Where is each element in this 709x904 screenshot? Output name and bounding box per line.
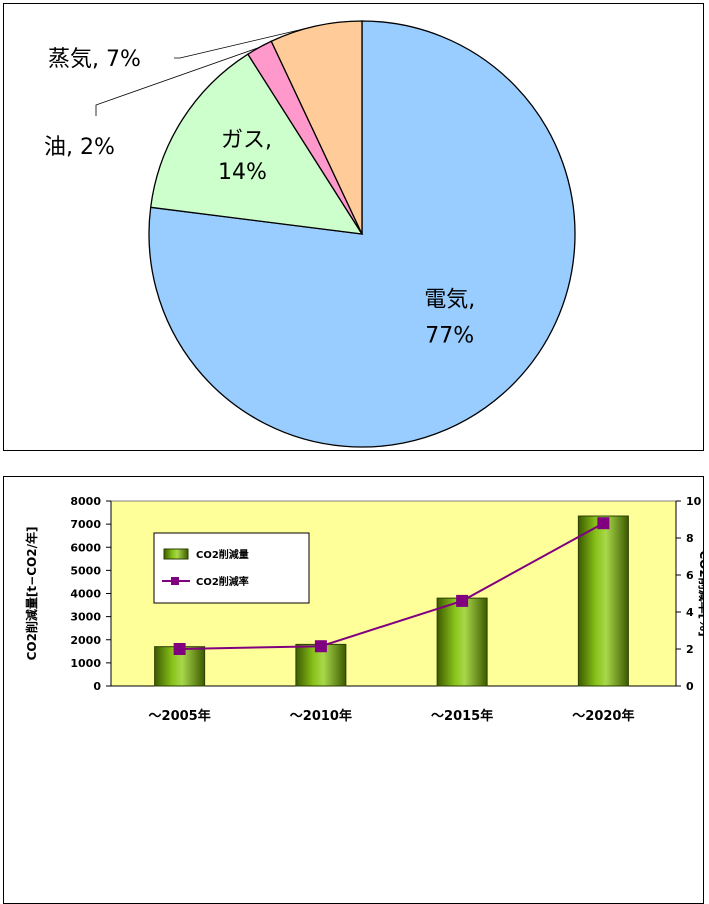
bar-line-chart-panel: 0 1000 2000 3000 4000 5000 6000 7000 8000 0 2 4 6 8 10…	[3, 476, 704, 904]
left-axis-title: CO2削減量[t−CO2/年]	[24, 527, 39, 661]
pie-label-denki-name: 電気,	[424, 288, 475, 313]
right-axis-tick-label: 10	[686, 495, 702, 508]
right-axis-tick-label: 6	[686, 569, 694, 582]
legend-label-bar: CO2削減量	[196, 548, 249, 561]
legend-label-line: CO2削減率	[196, 575, 249, 588]
left-axis-tick-label: 7000	[70, 518, 101, 531]
x-axis-tick-label: ～2015年	[431, 708, 493, 724]
pie-leader-line-steam	[174, 25, 316, 59]
right-axis-tick-label: 4	[686, 606, 694, 619]
pie-chart-panel: 電気, 77% ガス, 14% 油, 2% 蒸気, 7%	[3, 3, 704, 451]
line-marker	[597, 517, 610, 530]
legend-box	[153, 532, 310, 604]
line-marker	[314, 640, 327, 653]
pie-slice-3	[270, 20, 363, 235]
left-axis-tick-label: 5000	[70, 564, 101, 577]
pie-label-gas-name: ガス,	[221, 128, 272, 153]
left-axis-tick-label: 4000	[70, 588, 101, 601]
pie-label-steam: 蒸気, 7%	[48, 47, 141, 72]
left-axis-tick-label: 3000	[70, 611, 101, 624]
x-axis-tick-label: ～2005年	[149, 708, 211, 724]
right-axis-tick-label: 2	[686, 643, 694, 656]
pie-label-gas-value: 14%	[218, 160, 267, 185]
left-axis-tick-label: 6000	[70, 541, 101, 554]
bar-co2-reduction	[154, 646, 206, 687]
bar-co2-reduction	[577, 515, 629, 687]
bar-co2-reduction	[436, 597, 488, 687]
right-axis-tick-label: 8	[686, 532, 694, 545]
pie-slice-0	[148, 20, 576, 448]
pie-label-denki-value: 77%	[425, 324, 474, 349]
x-axis-tick-label: ～2020年	[572, 708, 634, 724]
pie-label-oil: 油, 2%	[44, 135, 115, 160]
left-axis-tick-label: 2000	[70, 634, 101, 647]
left-axis-tick-label: 1000	[70, 657, 101, 670]
line-co2-reduction-rate	[179, 522, 604, 650]
bar-co2-reduction	[295, 643, 347, 687]
legend-swatch-marker	[171, 577, 179, 585]
pie-chart: 電気, 77% ガス, 14% 油, 2% 蒸気, 7%	[44, 20, 576, 448]
left-axis-tick-label: 0	[93, 680, 101, 693]
line-marker	[456, 594, 469, 607]
right-axis-tick-label: 0	[686, 680, 694, 693]
pie-leader-line-oil	[95, 46, 260, 116]
x-axis-tick-label: ～2010年	[290, 708, 352, 724]
right-axis-title: CO2削減率[%]	[697, 550, 703, 636]
bar-line-chart: 0 1000 2000 3000 4000 5000 6000 7000 8000 0 2 4 6 8 10…	[24, 495, 703, 724]
left-axis-tick-label: 8000	[70, 495, 101, 508]
legend-swatch-bar	[163, 548, 189, 560]
pie-slice-1	[149, 53, 364, 235]
line-marker	[173, 643, 186, 655]
